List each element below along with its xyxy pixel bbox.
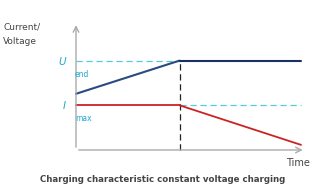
Text: Voltage: Voltage	[3, 37, 37, 46]
Text: Current/: Current/	[3, 22, 40, 31]
Text: $U$: $U$	[58, 55, 67, 67]
Text: max: max	[75, 114, 92, 123]
Text: end: end	[75, 70, 89, 78]
Text: $I$: $I$	[62, 99, 67, 111]
Text: Charging characteristic constant voltage charging: Charging characteristic constant voltage…	[40, 175, 285, 184]
Text: Time: Time	[286, 158, 310, 168]
